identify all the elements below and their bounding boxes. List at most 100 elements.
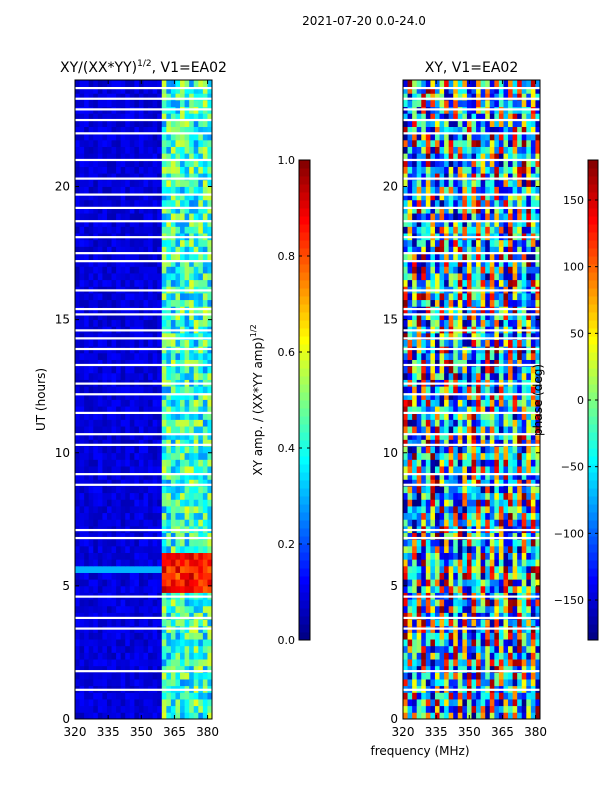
flagged-gap xyxy=(75,220,212,223)
flagged-gap xyxy=(75,252,212,255)
flagged-gap xyxy=(403,688,540,691)
panel-title: XY, V1=EA02 xyxy=(425,60,519,76)
flagged-gap xyxy=(75,158,212,162)
colorbar-tick-label: 0.4 xyxy=(278,442,296,455)
flagged-gap xyxy=(75,236,212,239)
colorbar-label: XY amp. / (XX*YY amp)1/2 xyxy=(249,324,265,475)
figure-suptitle: 2021-07-20 0.0-24.0 xyxy=(302,14,426,28)
colorbar-tick-label: −100 xyxy=(554,527,584,540)
title-exponent: 1/2 xyxy=(137,59,151,69)
flagged-gap xyxy=(403,307,540,311)
colorbar-1: 0.0 0.2 0.4 0.6 0.8 1.0 XY amp. / (XX*YY amp)1… xyxy=(249,154,311,647)
flagged-gap xyxy=(75,473,212,476)
colorbar-tick-label: −50 xyxy=(561,461,584,474)
flagged-gap xyxy=(403,337,540,340)
colorbar-tick-label: 50 xyxy=(570,327,584,340)
colorbar-tick-label: 1.0 xyxy=(278,154,296,167)
colorbar-tick-label: 0.6 xyxy=(278,346,296,359)
colorbar-tick-label: 150 xyxy=(563,194,584,207)
flagged-gap xyxy=(75,329,212,332)
flagged-gap xyxy=(75,688,212,691)
flagged-gap xyxy=(403,313,540,316)
y-tick-label: 0 xyxy=(62,712,70,726)
x-tick-label: 350 xyxy=(458,725,481,739)
colorbar-tick-label: 0.8 xyxy=(278,250,296,263)
flagged-gap xyxy=(403,118,540,122)
x-tick-label: 380 xyxy=(196,725,219,739)
flagged-gap xyxy=(75,433,212,436)
colorbar-tick-label: 0.2 xyxy=(278,538,296,551)
x-axis-label: frequency (MHz) xyxy=(370,744,469,758)
flagged-gap xyxy=(75,411,212,415)
x-tick-label: 365 xyxy=(491,725,514,739)
colorbar-tick-label: 0 xyxy=(577,394,584,407)
flagged-gap xyxy=(75,132,212,135)
flagged-gap xyxy=(403,528,540,532)
flagged-gap xyxy=(75,337,212,340)
flagged-gap xyxy=(75,86,212,90)
x-tick-label: 320 xyxy=(392,725,415,739)
flagged-gap xyxy=(403,473,540,476)
flagged-gap xyxy=(75,313,212,316)
flagged-gap xyxy=(75,206,212,209)
flagged-gap xyxy=(75,193,212,196)
panel-title: XY/(XX*YY)1/2, V1=EA02 xyxy=(60,59,227,76)
flagged-gap xyxy=(403,382,540,385)
y-tick-label: 10 xyxy=(383,446,398,460)
flagged-gap xyxy=(403,132,540,135)
flagged-gap xyxy=(75,108,212,111)
flagged-gap xyxy=(403,108,540,111)
flagged-gap xyxy=(75,536,212,540)
flagged-gap xyxy=(403,616,540,620)
flagged-gap xyxy=(403,252,540,255)
y-tick-label: 15 xyxy=(383,313,398,327)
flagged-gap xyxy=(403,393,540,396)
flagged-gap xyxy=(403,347,540,351)
y-axis-label: UT (hours) xyxy=(34,368,48,431)
flagged-gap xyxy=(403,220,540,223)
flagged-gap xyxy=(75,483,212,486)
flagged-gap xyxy=(403,670,540,673)
colorbar-frame xyxy=(298,159,311,641)
flagged-gap xyxy=(403,97,540,100)
flagged-gap xyxy=(75,363,212,367)
flagged-gap xyxy=(75,528,212,532)
colorbar-2: −150 −100 −50 0 50 100 150 phase (deg) xyxy=(531,159,599,641)
y-tick-label: 20 xyxy=(383,180,398,194)
y-tick-label: 20 xyxy=(55,180,70,194)
flagged-gap xyxy=(403,236,540,239)
x-tick-label: 320 xyxy=(64,725,87,739)
heatmap-1 xyxy=(75,80,213,720)
flagged-gap xyxy=(403,536,540,540)
flagged-gap xyxy=(75,595,212,598)
flagged-gap xyxy=(403,443,540,446)
flagged-gap xyxy=(75,443,212,446)
y-tick-label: 5 xyxy=(390,579,398,593)
flagged-gap xyxy=(75,260,212,263)
flagged-gap xyxy=(403,411,540,415)
flagged-gap xyxy=(403,177,540,180)
flagged-gap xyxy=(75,177,212,180)
y-tick-label: 15 xyxy=(55,313,70,327)
x-tick-label: 380 xyxy=(524,725,547,739)
x-tick-label: 350 xyxy=(130,725,153,739)
flagged-gap xyxy=(75,289,212,292)
flagged-gap xyxy=(75,670,212,673)
x-tick-label: 335 xyxy=(425,725,448,739)
plot-frame xyxy=(74,79,213,720)
colorbar-tick-label: 0.0 xyxy=(278,634,296,647)
flagged-gap xyxy=(403,193,540,196)
panel-1: 320 335 350 365 380 0 5 10 15 20 XY/(XX*YY)1/2, V1… xyxy=(34,59,227,739)
flagged-gap xyxy=(403,483,540,486)
flagged-gap xyxy=(75,347,212,351)
flagged-gap xyxy=(75,97,212,100)
flagged-gap xyxy=(75,118,212,122)
flagged-gap xyxy=(403,206,540,209)
x-tick-label: 365 xyxy=(163,725,186,739)
flagged-gap xyxy=(75,393,212,396)
heatmap-2 xyxy=(403,80,541,720)
flagged-gap xyxy=(75,382,212,385)
flagged-gap xyxy=(403,329,540,332)
flagged-gap xyxy=(75,627,212,630)
